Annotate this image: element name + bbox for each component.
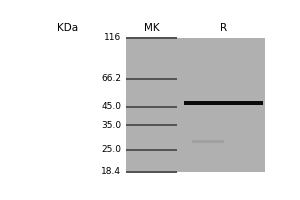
Text: 25.0: 25.0 xyxy=(101,145,121,154)
Bar xyxy=(192,140,224,143)
Text: 66.2: 66.2 xyxy=(101,74,121,83)
Text: R: R xyxy=(220,23,227,33)
Bar xyxy=(189,102,258,104)
Text: 116: 116 xyxy=(104,33,121,42)
Text: 45.0: 45.0 xyxy=(101,102,121,111)
Bar xyxy=(126,106,177,108)
Bar xyxy=(126,37,177,39)
Text: 18.4: 18.4 xyxy=(101,167,121,176)
Bar xyxy=(126,124,177,126)
Text: 35.0: 35.0 xyxy=(101,121,121,130)
Bar xyxy=(126,171,177,173)
Text: MK: MK xyxy=(144,23,159,33)
Bar xyxy=(193,102,254,104)
Bar xyxy=(126,38,266,172)
Bar xyxy=(186,101,261,104)
Bar xyxy=(126,78,177,80)
Bar xyxy=(126,149,177,151)
Text: KDa: KDa xyxy=(57,23,78,33)
Bar xyxy=(184,101,263,105)
